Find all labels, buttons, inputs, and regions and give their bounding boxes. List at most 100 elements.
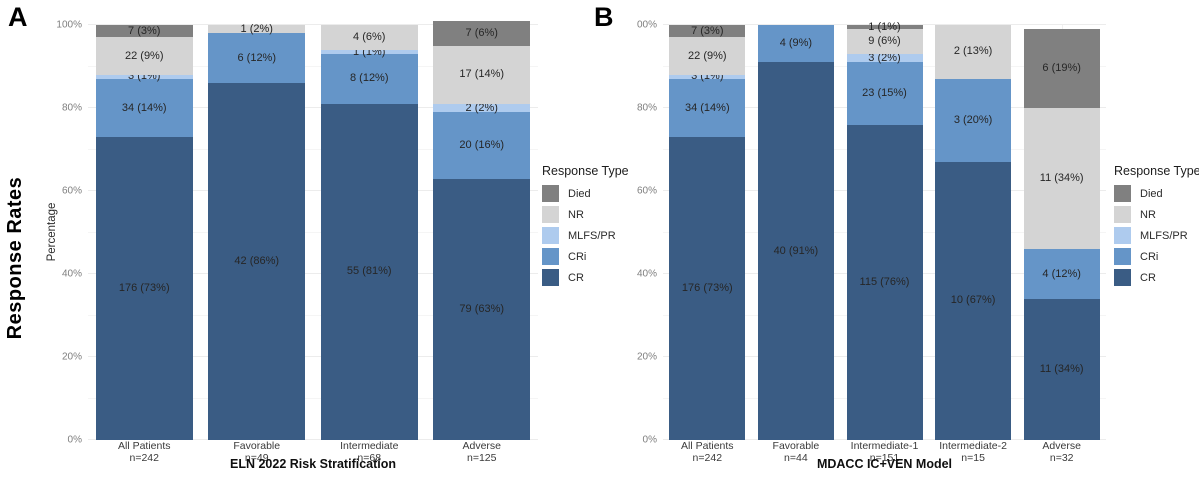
panel-b-letter: B xyxy=(594,2,614,32)
segment-label: 2 (2%) xyxy=(465,101,498,114)
bar-segment-cri: 4 (12%) xyxy=(1023,249,1100,299)
bar-segment-mlfs-pr: 3 (1%) xyxy=(95,71,193,82)
segment-label: 6 (19%) xyxy=(1042,62,1081,75)
bar-segment-cri: 3 (20%) xyxy=(935,78,1012,162)
bar-segment-nr: 1 (2%) xyxy=(208,22,306,35)
panel-b-legend: Response Type Died NR MLFS/PR CRi CR xyxy=(1114,164,1199,290)
legend-item-cr: CR xyxy=(542,269,662,286)
bar-segment-nr: 22 (9%) xyxy=(95,37,193,75)
legend-label: CR xyxy=(1140,271,1156,284)
category-name: Intermediate xyxy=(340,440,399,452)
category-n: n=68 xyxy=(357,451,382,464)
legend-label: CR xyxy=(568,271,584,284)
gridline-70 xyxy=(88,148,538,150)
segment-label: 2 (13%) xyxy=(953,45,993,58)
legend-swatch-cri xyxy=(1114,248,1131,265)
panel-a-x-axis-title: ELN 2022 Risk Stratification xyxy=(229,457,397,471)
segment-label: 34 (14%) xyxy=(121,101,167,114)
legend-label: CRi xyxy=(1140,250,1159,263)
category-name: Adverse xyxy=(462,440,502,452)
gridline-10 xyxy=(88,397,538,399)
gridline-90 xyxy=(88,65,538,67)
stacked-bar-intermediate-2: 10 (67%) 3 (20%) 2 (13%) xyxy=(935,25,1012,440)
x-category-label-intermediate-2: Intermediate-2 n=15 xyxy=(939,440,1007,464)
panel-a-letter: A xyxy=(8,2,28,32)
gridline-20 xyxy=(88,356,538,357)
category-n: n=125 xyxy=(467,451,497,464)
segment-label: 1 (1%) xyxy=(353,45,386,58)
figure-y-axis-title: Response Rates xyxy=(4,176,26,340)
category-n: n=49 xyxy=(244,451,269,464)
legend-item-mlfs-pr: MLFS/PR xyxy=(1114,227,1199,244)
legend-swatch-cr xyxy=(542,269,559,286)
bar-segment-mlfs-pr: 3 (2%) xyxy=(846,52,923,63)
legend-item-cr: CR xyxy=(1114,269,1199,286)
bar-segment-nr: 9 (6%) xyxy=(846,29,923,55)
segment-label: 4 (6%) xyxy=(353,30,386,43)
bar-segment-cr: 176 (73%) xyxy=(669,137,746,440)
legend-label: MLFS/PR xyxy=(568,229,616,242)
segment-label: 10 (67%) xyxy=(950,294,996,307)
category-name: All Patients xyxy=(681,440,734,452)
segment-label: 1 (2%) xyxy=(240,22,273,35)
gridline-100 xyxy=(663,24,1106,25)
legend-label: Died xyxy=(568,187,591,200)
segment-label: 11 (34%) xyxy=(1039,362,1084,375)
x-category-label-adverse: Adverse n=32 xyxy=(1042,440,1081,464)
legend-title: Response Type xyxy=(1114,164,1199,178)
stacked-bar-favorable: 42 (86%) 6 (12%) 1 (2%) xyxy=(208,22,306,440)
segment-label: 23 (15%) xyxy=(862,86,907,99)
bar-segment-cri: 34 (14%) xyxy=(95,78,193,138)
bar-segment-died: 6 (19%) xyxy=(1023,29,1100,108)
segment-label: 176 (73%) xyxy=(681,282,733,295)
bar-segment-cr: 10 (67%) xyxy=(935,161,1012,440)
legend-label: NR xyxy=(1140,208,1156,221)
y-tick-label-0: 0% xyxy=(67,434,82,446)
y-tick-label-80: 80% xyxy=(61,102,82,114)
bar-segment-died: 7 (3%) xyxy=(95,25,193,38)
segment-label: 1 (1%) xyxy=(868,20,901,33)
x-category-label-all-patients: All Patients n=242 xyxy=(681,440,734,464)
category-n: n=242 xyxy=(692,451,723,464)
segment-label: 115 (76%) xyxy=(859,275,910,288)
segment-label: 3 (20%) xyxy=(953,113,993,126)
y-tick-label-20: 20% xyxy=(61,351,82,363)
category-n: n=242 xyxy=(129,451,160,464)
legend-swatch-nr xyxy=(1114,206,1131,223)
bar-segment-cr: 40 (91%) xyxy=(757,62,834,440)
category-name: Intermediate-2 xyxy=(939,440,1007,452)
x-category-label-intermediate-1: Intermediate-1 n=151 xyxy=(851,440,919,464)
panel-a-plot-area: 176 (73%) 34 (14%) 3 (1%) 22 (9%) 7 (3%) 42 (… xyxy=(88,20,538,446)
legend-swatch-mlfs-pr xyxy=(1114,227,1131,244)
category-n: n=32 xyxy=(1049,451,1074,464)
bar-segment-cri: 8 (12%) xyxy=(320,54,418,104)
stacked-bar-intermediate-1: 115 (76%) 23 (15%) 3 (2%) 9 (6%) 1 (1%) xyxy=(846,20,923,440)
x-category-label-adverse: Adverse n=125 xyxy=(462,440,502,464)
stacked-bar-all-patients: 176 (73%) 34 (14%) 3 (1%) 22 (9%) 7 (3%) xyxy=(95,25,193,440)
segment-label: 22 (9%) xyxy=(124,49,164,62)
y-tick-label-40: 40% xyxy=(636,268,657,280)
bar-segment-cr: 79 (63%) xyxy=(433,178,531,440)
segment-label: 17 (14%) xyxy=(459,68,505,81)
x-category-label-intermediate: Intermediate n=68 xyxy=(340,440,399,464)
gridline-30 xyxy=(88,314,538,316)
segment-label: 6 (12%) xyxy=(237,51,277,64)
segment-label: 34 (14%) xyxy=(684,101,730,114)
segment-label: 4 (9%) xyxy=(779,37,813,50)
stacked-bar-intermediate: 55 (81%) 8 (12%) 1 (1%) 4 (6%) xyxy=(320,25,418,440)
bar-segment-cr: 42 (86%) xyxy=(208,83,306,440)
y-tick-label-0: 0% xyxy=(642,434,657,446)
y-tick-label-60: 60% xyxy=(61,185,82,197)
bar-segment-cr: 176 (73%) xyxy=(95,137,193,440)
category-n: n=44 xyxy=(784,451,808,464)
y-tick-label-40: 40% xyxy=(61,268,82,280)
bar-segment-mlfs-pr: 1 (1%) xyxy=(320,46,418,57)
y-tick-label-80: 80% xyxy=(636,102,657,114)
bar-segment-nr: 4 (6%) xyxy=(320,25,418,50)
panel-b-x-axis-title: MDACC IC+VEN Model xyxy=(816,457,953,471)
segment-label: 11 (34%) xyxy=(1039,172,1084,185)
segment-label: 42 (86%) xyxy=(234,255,280,268)
segment-label: 9 (6%) xyxy=(868,35,901,48)
bar-segment-cr: 55 (81%) xyxy=(320,103,418,440)
bar-segment-cr: 115 (76%) xyxy=(846,124,923,440)
